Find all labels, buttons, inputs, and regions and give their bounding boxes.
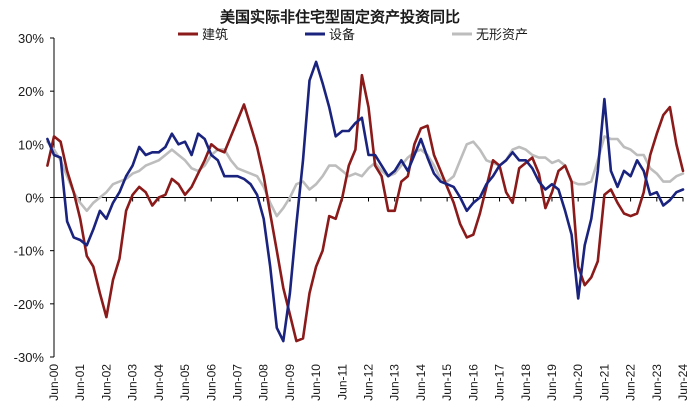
x-tick-label: Jun-09 (283, 364, 297, 401)
x-tick-label: Jun-21 (597, 364, 611, 401)
y-tick-label: 20% (18, 84, 44, 99)
x-tick-label: Jun-13 (388, 364, 402, 401)
legend-label-construction: 建筑 (202, 27, 228, 43)
x-axis: Jun-00 Jun-01 Jun-02 Jun-03 Jun-04 Jun-05 Jun-… (47, 197, 690, 401)
x-tick-label: Jun-14 (414, 364, 428, 401)
y-axis: 30% 20% 10% 0% -10% -20% -30% (14, 31, 55, 365)
y-tick-label: 30% (18, 31, 44, 46)
legend: 建筑 设备 无形资产 (178, 27, 528, 43)
x-tick-label: Jun-11 (335, 364, 349, 400)
legend-label-equipment: 设备 (329, 27, 355, 43)
x-tick-label: Jun-18 (519, 364, 533, 401)
x-tick-label: Jun-15 (440, 364, 454, 401)
x-tick-label: Jun-22 (624, 364, 638, 401)
chart-title: 美国实际非住宅型固定资产投资同比 (220, 8, 460, 26)
series-line-construction (46, 73, 685, 343)
x-tick-label: Jun-04 (152, 364, 166, 401)
x-tick-label: Jun-24 (676, 364, 690, 401)
x-tick-label: Jun-07 (230, 364, 244, 401)
y-tick-label: -20% (14, 297, 45, 312)
x-tick-label: Jun-03 (126, 364, 140, 401)
legend-label-intangibles: 无形资产 (476, 28, 528, 43)
series-layer (46, 60, 685, 343)
x-tick-label: Jun-19 (545, 364, 559, 401)
x-tick-label: Jun-02 (99, 364, 113, 401)
x-tick-label: Jun-08 (257, 364, 271, 401)
series-line-equipment (46, 60, 685, 343)
x-tick-label: Jun-00 (47, 364, 61, 401)
x-tick-label: Jun-01 (73, 364, 87, 401)
y-tick-label: -30% (14, 350, 45, 365)
x-tick-label: Jun-05 (178, 364, 192, 401)
y-tick-label: 10% (18, 137, 44, 152)
y-tick-label: 0% (25, 191, 44, 206)
y-tick-label: -10% (14, 244, 45, 259)
x-tick-label: Jun-12 (362, 364, 376, 401)
series-line-intangibles (46, 135, 685, 218)
x-tick-label: Jun-20 (571, 364, 585, 401)
x-tick-label: Jun-23 (650, 364, 664, 401)
x-tick-label: Jun-16 (466, 364, 480, 401)
x-tick-label: Jun-17 (493, 364, 507, 401)
x-tick-label: Jun-10 (309, 364, 323, 401)
x-tick-label: Jun-06 (204, 364, 218, 401)
